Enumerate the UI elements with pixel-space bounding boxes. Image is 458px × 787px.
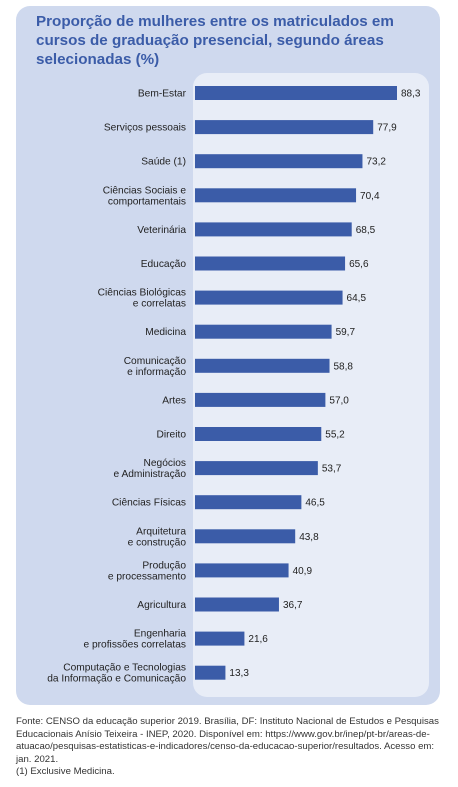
bar — [195, 392, 326, 407]
category-label: Saúde (1) — [141, 157, 186, 168]
bar-value-label: 64,5 — [347, 293, 367, 304]
category-label: Serviços pessoais — [104, 123, 186, 134]
bar-value-label: 88,3 — [401, 89, 421, 100]
category-label-line: Direito — [157, 430, 187, 441]
category-label-line: e construção — [128, 537, 187, 548]
category-label-line: Serviços pessoais — [104, 123, 186, 134]
footer: Fonte: CENSO da educação superior 2019. … — [16, 716, 448, 779]
bar-value-label: 68,5 — [356, 225, 376, 236]
category-label-line: Engenharia — [134, 629, 186, 640]
category-label: Educação — [141, 259, 187, 270]
bar — [195, 461, 318, 476]
category-label-line: Computação e Tecnologias — [63, 663, 186, 674]
category-label: Ciências Biológicas e correlatas — [98, 288, 186, 310]
category-label: Arquitetura e construção — [128, 526, 187, 548]
category-label-line: Negócios — [144, 458, 186, 469]
category-label-line: Arquitetura — [136, 526, 186, 537]
category-label: Veterinária — [137, 225, 186, 236]
category-label: Ciências Sociais e comportamentais — [103, 185, 187, 207]
category-label: Artes — [162, 395, 186, 406]
category-label-line: Agricultura — [137, 600, 186, 611]
bar-value-label: 58,8 — [334, 361, 354, 372]
bar — [195, 427, 322, 441]
category-label: Comunicação e informação — [124, 356, 187, 378]
bar-value-label: 77,9 — [377, 123, 397, 134]
category-label-line: Medicina — [145, 327, 186, 338]
footnote: (1) Exclusive Medicina. — [16, 766, 115, 777]
bar-value-label: 40,9 — [293, 566, 313, 577]
category-label-line: Ciências Físicas — [112, 498, 186, 509]
bar-value-label: 59,7 — [336, 327, 356, 338]
bar-value-label: 36,7 — [283, 600, 303, 611]
category-label-line: Comunicação — [124, 356, 187, 367]
bar-value-label: 53,7 — [322, 464, 342, 475]
category-label: Medicina — [145, 327, 186, 338]
category-label: Ciências Físicas — [112, 498, 186, 509]
bar — [195, 120, 374, 135]
bar-value-label: 13,3 — [229, 668, 249, 679]
category-label-line: e informação — [127, 367, 186, 378]
category-label-line: da Informação e Comunicação — [47, 674, 186, 685]
category-label: Produção e processamento — [108, 560, 186, 582]
bar — [195, 256, 346, 271]
category-label-line: Produção — [142, 560, 186, 571]
bar-value-label: 57,0 — [329, 395, 349, 406]
category-label-line: e correlatas — [133, 299, 186, 310]
bar — [195, 86, 397, 100]
category-label: Engenharia e profissões correlatas — [84, 629, 187, 651]
category-label-line: Educação — [141, 259, 187, 270]
plot-area — [193, 73, 429, 697]
category-label-line: Veterinária — [137, 225, 186, 236]
bar-value-label: 46,5 — [305, 498, 325, 509]
bar-value-label: 73,2 — [366, 157, 386, 168]
bar — [195, 358, 330, 373]
category-label-line: Bem-Estar — [138, 89, 187, 100]
bar — [195, 188, 357, 203]
category-label-line: Ciências Sociais e — [103, 185, 187, 196]
bar-value-label: 70,4 — [360, 191, 380, 202]
bar-value-label: 43,8 — [299, 532, 319, 543]
bar — [195, 597, 279, 612]
category-label: Direito — [157, 430, 187, 441]
bar — [195, 529, 296, 544]
bar — [195, 563, 289, 578]
bar — [195, 324, 332, 339]
bar — [195, 665, 226, 680]
category-label: Computação e Tecnologias da Informação e … — [47, 663, 186, 685]
bar — [195, 290, 343, 305]
category-label: Bem-Estar — [138, 89, 187, 100]
category-label-line: Ciências Biológicas — [98, 288, 186, 299]
category-label: Agricultura — [137, 600, 186, 611]
category-label-line: comportamentais — [108, 196, 186, 207]
bar — [195, 495, 302, 510]
bar — [195, 631, 245, 646]
category-label-line: Artes — [162, 395, 186, 406]
category-label-line: e processamento — [108, 571, 186, 582]
bar-value-label: 55,2 — [325, 430, 345, 441]
category-label-line: e profissões correlatas — [84, 640, 187, 651]
bar — [195, 222, 352, 237]
source-note: Fonte: CENSO da educação superior 2019. … — [16, 716, 439, 765]
category-label-line: e Administração — [114, 469, 187, 480]
bar-value-label: 65,6 — [349, 259, 369, 270]
chart-title: Proporção de mulheres entre os matricula… — [36, 13, 394, 68]
bar-value-label: 21,6 — [248, 634, 268, 645]
category-label: Negócios e Administração — [114, 458, 187, 480]
category-label-line: Saúde (1) — [141, 157, 186, 168]
bar — [195, 154, 363, 169]
